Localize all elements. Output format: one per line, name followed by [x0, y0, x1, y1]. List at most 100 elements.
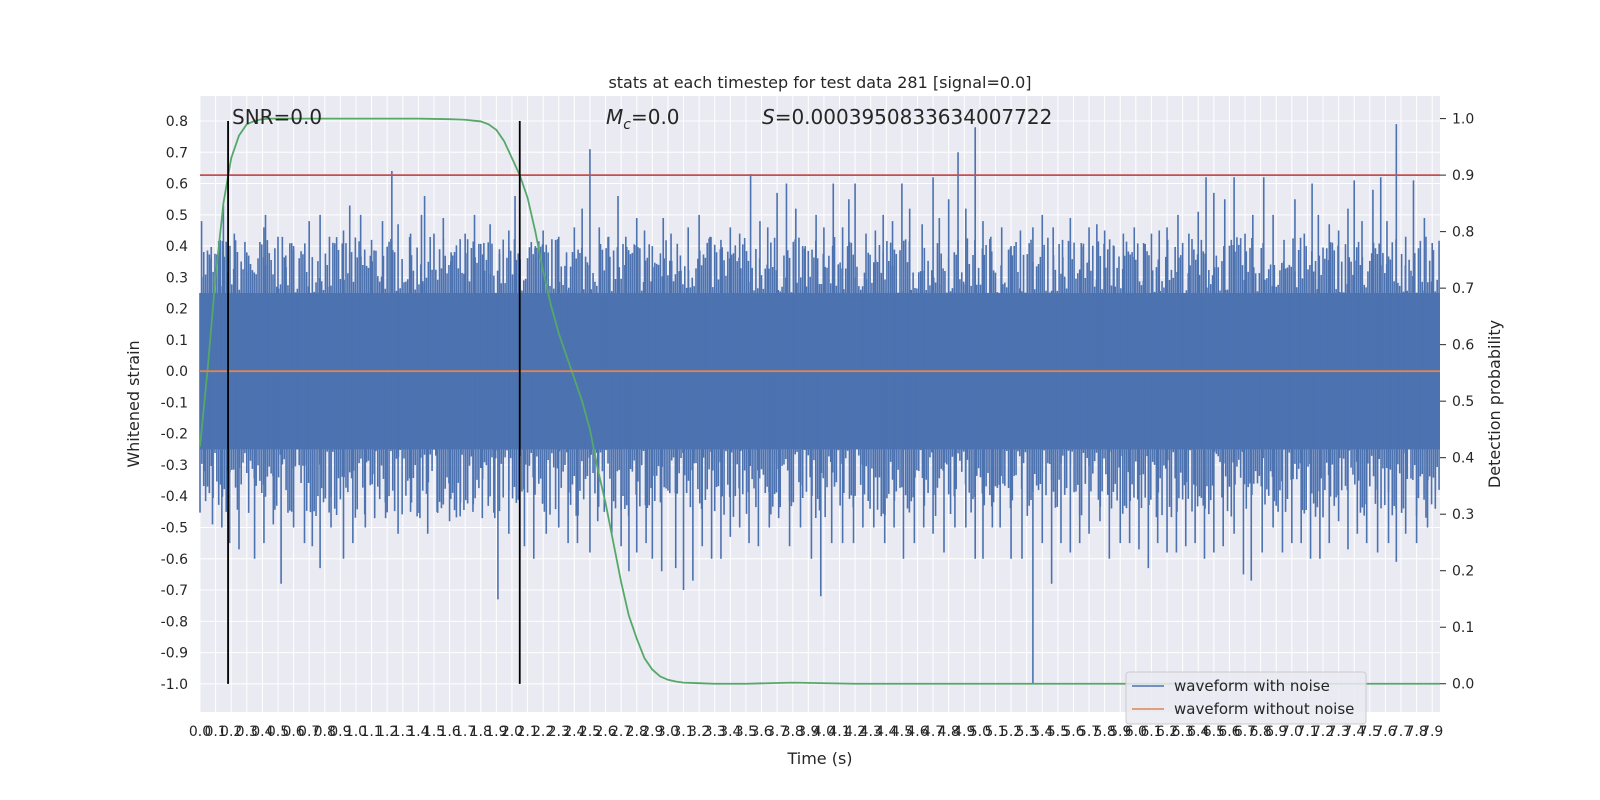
y-tick-label: 0.1 [166, 333, 188, 349]
x-tick-label: 2.8 [626, 724, 648, 740]
y2-tick-label: 0.8 [1452, 225, 1474, 241]
x-tick-label: 2.5 [579, 724, 601, 740]
y2-tick-label: 1.0 [1452, 112, 1474, 128]
x-tick-label: 0.4 [251, 724, 273, 740]
x-tick-label: 0.7 [298, 724, 320, 740]
x-tick-label: 1.7 [454, 724, 476, 740]
y-tick-label: -1.0 [161, 677, 188, 693]
chirp-mass-value: =0.0 [631, 105, 680, 129]
x-tick-label: 6.9 [1265, 724, 1287, 740]
x-tick-label: 3.6 [750, 724, 772, 740]
x-tick-label: 3.9 [797, 724, 819, 740]
x-tick-label: 7.8 [1405, 724, 1427, 740]
score-value: =0.0003950833634007722 [775, 105, 1053, 129]
x-tick-label: 5.6 [1062, 724, 1084, 740]
x-tick-label: 1.6 [438, 724, 460, 740]
x-tick-label: 5.5 [1047, 724, 1069, 740]
x-tick-label: 0.1 [204, 724, 226, 740]
x-tick-label: 4.3 [860, 724, 882, 740]
x-tick-label: 4.4 [875, 724, 897, 740]
series-lines [199, 117, 1440, 685]
y-tick-label: 0.5 [166, 208, 188, 224]
detection-probability-line [199, 117, 1440, 685]
y-tick-label: 0.7 [166, 145, 188, 161]
x-tick-label: 3.7 [766, 724, 788, 740]
x-tick-label: 0.0 [189, 724, 211, 740]
y-tick-label: -0.4 [161, 489, 188, 505]
legend: waveform with noise waveform without noi… [1125, 671, 1367, 725]
x-tick-label: 4.1 [828, 724, 850, 740]
x-tick-label: 6.4 [1187, 724, 1209, 740]
x-tick-label: 3.8 [782, 724, 804, 740]
x-tick-label: 7.9 [1421, 724, 1443, 740]
y2-axis-label: Detection probability [1485, 320, 1504, 488]
y2-tick-label: 0.4 [1452, 451, 1474, 467]
chirp-mass-annotation: Mc=0.0 [606, 105, 680, 133]
x-tick-label: 7.7 [1390, 724, 1412, 740]
x-tick-label: 4.9 [953, 724, 975, 740]
y2-tick-label: 0.5 [1452, 394, 1474, 410]
x-tick-label: 3.1 [672, 724, 694, 740]
x-tick-label: 1.4 [407, 724, 429, 740]
x-tick-label: 2.9 [641, 724, 663, 740]
y-tick-label: -0.2 [161, 427, 188, 443]
x-tick-label: 6.7 [1234, 724, 1256, 740]
x-tick-label: 4.0 [813, 724, 835, 740]
x-tick-label: 7.3 [1327, 724, 1349, 740]
x-tick-label: 7.0 [1281, 724, 1303, 740]
x-tick-label: 5.0 [969, 724, 991, 740]
x-tick-label: 2.6 [594, 724, 616, 740]
x-tick-label: 4.8 [938, 724, 960, 740]
x-tick-label: 5.8 [1094, 724, 1116, 740]
chirp-mass-subscript: c [623, 117, 631, 133]
x-tick-label: 2.2 [532, 724, 554, 740]
snr-annotation: SNR=0.0 [232, 105, 322, 129]
x-tick-label: 1.2 [376, 724, 398, 740]
x-tick-label: 7.2 [1312, 724, 1334, 740]
x-tick-label: 3.4 [719, 724, 741, 740]
x-tick-label: 3.3 [704, 724, 726, 740]
x-tick-label: 7.5 [1359, 724, 1381, 740]
x-tick-label: 6.2 [1156, 724, 1178, 740]
score-annotation: S=0.0003950833634007722 [762, 105, 1052, 129]
x-tick-label: 7.1 [1296, 724, 1318, 740]
y2-tick-label: 0.1 [1452, 620, 1474, 636]
x-tick-label: 5.7 [1078, 724, 1100, 740]
x-axis-label: Time (s) [786, 749, 852, 768]
x-tick-label: 0.2 [220, 724, 242, 740]
x-tick-label: 2.1 [516, 724, 538, 740]
x-tick-label: 6.8 [1249, 724, 1271, 740]
y-axis-label: Whitened strain [124, 340, 143, 467]
x-tick-label: 2.4 [563, 724, 585, 740]
legend-label-noise: waveform with noise [1174, 677, 1330, 695]
x-tick-label: 2.0 [501, 724, 523, 740]
y-tick-label: -0.6 [161, 552, 188, 568]
x-tick-label: 7.4 [1343, 724, 1365, 740]
x-tick-label: 5.4 [1031, 724, 1053, 740]
x-tick-label: 0.6 [282, 724, 304, 740]
y2-tick-label: 0.0 [1452, 677, 1474, 693]
x-tick-label: 6.5 [1203, 724, 1225, 740]
x-tick-label: 0.3 [236, 724, 258, 740]
chart-title: stats at each timestep for test data 281… [608, 73, 1031, 92]
x-axis-ticks: 0.00.10.20.30.40.50.60.70.80.91.01.11.21… [189, 724, 1443, 740]
x-tick-label: 4.7 [922, 724, 944, 740]
y-tick-label: -0.3 [161, 458, 188, 474]
x-tick-label: 3.5 [735, 724, 757, 740]
x-tick-label: 6.6 [1218, 724, 1240, 740]
x-tick-label: 1.0 [345, 724, 367, 740]
y2-axis-ticks: 1.0 0.9 0.8 0.7 0.6 0.5 0.4 0.3 0.2 0.1 0.0 [1440, 112, 1474, 693]
x-tick-label: 5.9 [1109, 724, 1131, 740]
x-tick-label: 6.3 [1172, 724, 1194, 740]
x-tick-label: 3.2 [688, 724, 710, 740]
x-tick-label: 2.7 [610, 724, 632, 740]
x-tick-label: 4.2 [844, 724, 866, 740]
y-tick-label: -0.9 [161, 646, 188, 662]
score-symbol: S [762, 105, 775, 129]
x-tick-label: 0.8 [314, 724, 336, 740]
y-tick-label: 0.0 [166, 364, 188, 380]
x-tick-label: 5.2 [1000, 724, 1022, 740]
x-tick-label: 1.8 [470, 724, 492, 740]
y2-tick-label: 0.2 [1452, 564, 1474, 580]
